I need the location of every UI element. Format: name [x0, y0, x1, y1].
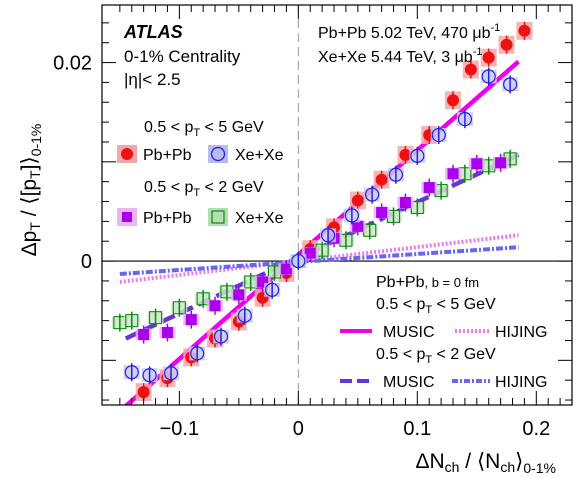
- xexe-high-point: [457, 112, 473, 127]
- model-legend: Pb+Pb, b = 0 fm 0.5 < pT < 5 GeV MUSIC H…: [340, 274, 547, 391]
- pbpb-high-point: [375, 173, 388, 186]
- pbpb-low-point: [423, 182, 435, 194]
- xexe-high-point: [213, 329, 229, 344]
- data-markers: [111, 21, 533, 402]
- xexe-low-point: [196, 292, 210, 306]
- legend-music-low-text: MUSIC: [383, 374, 435, 391]
- pbpb-high-point: [464, 63, 477, 76]
- pbpb-energy-label: Pb+Pb 5.02 TeV, 470 μb-1: [318, 22, 500, 42]
- eta-label: |η|< 2.5: [124, 70, 181, 89]
- pbpb-low-point: [161, 327, 173, 339]
- legend-xexe-low-marker: [211, 210, 225, 224]
- model-range-low: 0.5 < pT < 2 GeV: [376, 346, 496, 366]
- xexe-low-point: [172, 301, 186, 315]
- xexe-high-point: [237, 308, 252, 323]
- xexe-high-point: [431, 127, 446, 143]
- legend-pbpb-high-text: Pb+Pb: [143, 147, 192, 164]
- pbpb-low-point: [304, 247, 316, 259]
- atlas-label: ATLAS: [123, 22, 183, 42]
- x-axis-ticks: −0.1 0 0.1 0.2: [119, 5, 561, 440]
- pbpb-high-point: [447, 94, 460, 107]
- pbpb-low-point: [138, 329, 150, 341]
- centrality-label: 0-1% Centrality: [124, 47, 241, 66]
- pbpb-low-point: [209, 300, 221, 312]
- legend-xexe-low-text: Xe+Xe: [235, 210, 284, 227]
- legend-range-low: 0.5 < pT < 2 GeV: [144, 179, 264, 199]
- legend-hijing-high-text: HIJING: [495, 324, 547, 341]
- y-axis-ticks: 00.02: [53, 22, 572, 401]
- xexe-high-point: [190, 346, 205, 361]
- legend-xexe-high-marker: [210, 146, 226, 162]
- xexe-high-point: [124, 365, 139, 380]
- xexe-high-point: [163, 366, 179, 381]
- legend-pbpb-high-marker: [121, 148, 133, 160]
- xexe-low-point: [148, 311, 163, 325]
- pbpb-low-point: [471, 158, 483, 170]
- pbpb-high-point: [500, 38, 513, 51]
- x-axis-label: ΔNch / ⟨Nch⟩0-1%: [415, 450, 556, 476]
- axes: −0.1 0 0.1 0.2 00.02: [53, 4, 573, 440]
- legend-xexe-high-text: Xe+Xe: [235, 147, 284, 164]
- legend-hijing-low-text: HIJING: [495, 374, 547, 391]
- pbpb-low-point: [495, 157, 507, 169]
- pbpb-low-point: [257, 276, 269, 288]
- legend-range-high: 0.5 < pT < 5 GeV: [144, 119, 264, 139]
- legend-pbpb-low-marker: [122, 212, 132, 222]
- model-range-high: 0.5 < pT < 5 GeV: [376, 296, 496, 316]
- pbpb-low-point: [185, 314, 197, 326]
- y-axis-label: ΔpT / ⟨[pT]⟩0-1%: [18, 124, 44, 257]
- model-line-5: [124, 152, 520, 341]
- model-line-7: [119, 245, 519, 276]
- pbpb-low-point: [352, 220, 364, 232]
- y-tick-label: 0: [81, 251, 92, 273]
- plot-frame: [101, 4, 573, 406]
- pbpb-low-point: [233, 289, 245, 301]
- y-tick-label: 0.02: [53, 53, 92, 75]
- model-system-label: Pb+Pb, b = 0 fm: [376, 274, 479, 291]
- xexe-high-point: [344, 208, 359, 223]
- pbpb-high-point: [351, 194, 364, 207]
- pbpb-high-point: [399, 148, 412, 161]
- x-tick-label: 0.2: [522, 418, 550, 440]
- x-tick-label: 0.1: [403, 418, 431, 440]
- legend-xexe-low-box: [208, 208, 228, 226]
- xexe-high-point: [388, 167, 403, 182]
- data-legend: 0.5 < pT < 5 GeV Pb+Pb Xe+Xe 0.5 < pT < …: [117, 119, 284, 227]
- xexe-high-point: [291, 253, 306, 269]
- pbpb-low-point: [376, 206, 388, 218]
- xexe-high-point: [142, 368, 157, 383]
- xexe-high-point: [503, 77, 518, 92]
- pbpb-low-point: [280, 263, 292, 275]
- x-tick-label: 0: [293, 418, 304, 440]
- pbpb-low-point: [447, 168, 459, 180]
- legend-music-high-text: MUSIC: [383, 324, 435, 341]
- xexe-low-point: [125, 314, 139, 328]
- xexe-high-point: [265, 282, 280, 297]
- xexe-energy-label: Xe+Xe 5.44 TeV, 3 μb-1: [318, 46, 482, 66]
- x-tick-label: −0.1: [160, 418, 199, 440]
- pbpb-high-point: [137, 386, 150, 399]
- xexe-high-point: [365, 187, 380, 202]
- xexe-high-point: [481, 69, 496, 84]
- plot-area: [102, 5, 572, 405]
- pbpb-low-point: [399, 197, 411, 209]
- legend-pbpb-low-text: Pb+Pb: [143, 210, 192, 227]
- xexe-high-point: [410, 148, 425, 163]
- xexe-high-point: [320, 228, 336, 243]
- pbpb-high-point: [518, 24, 531, 37]
- pbpb-high-point: [482, 51, 495, 64]
